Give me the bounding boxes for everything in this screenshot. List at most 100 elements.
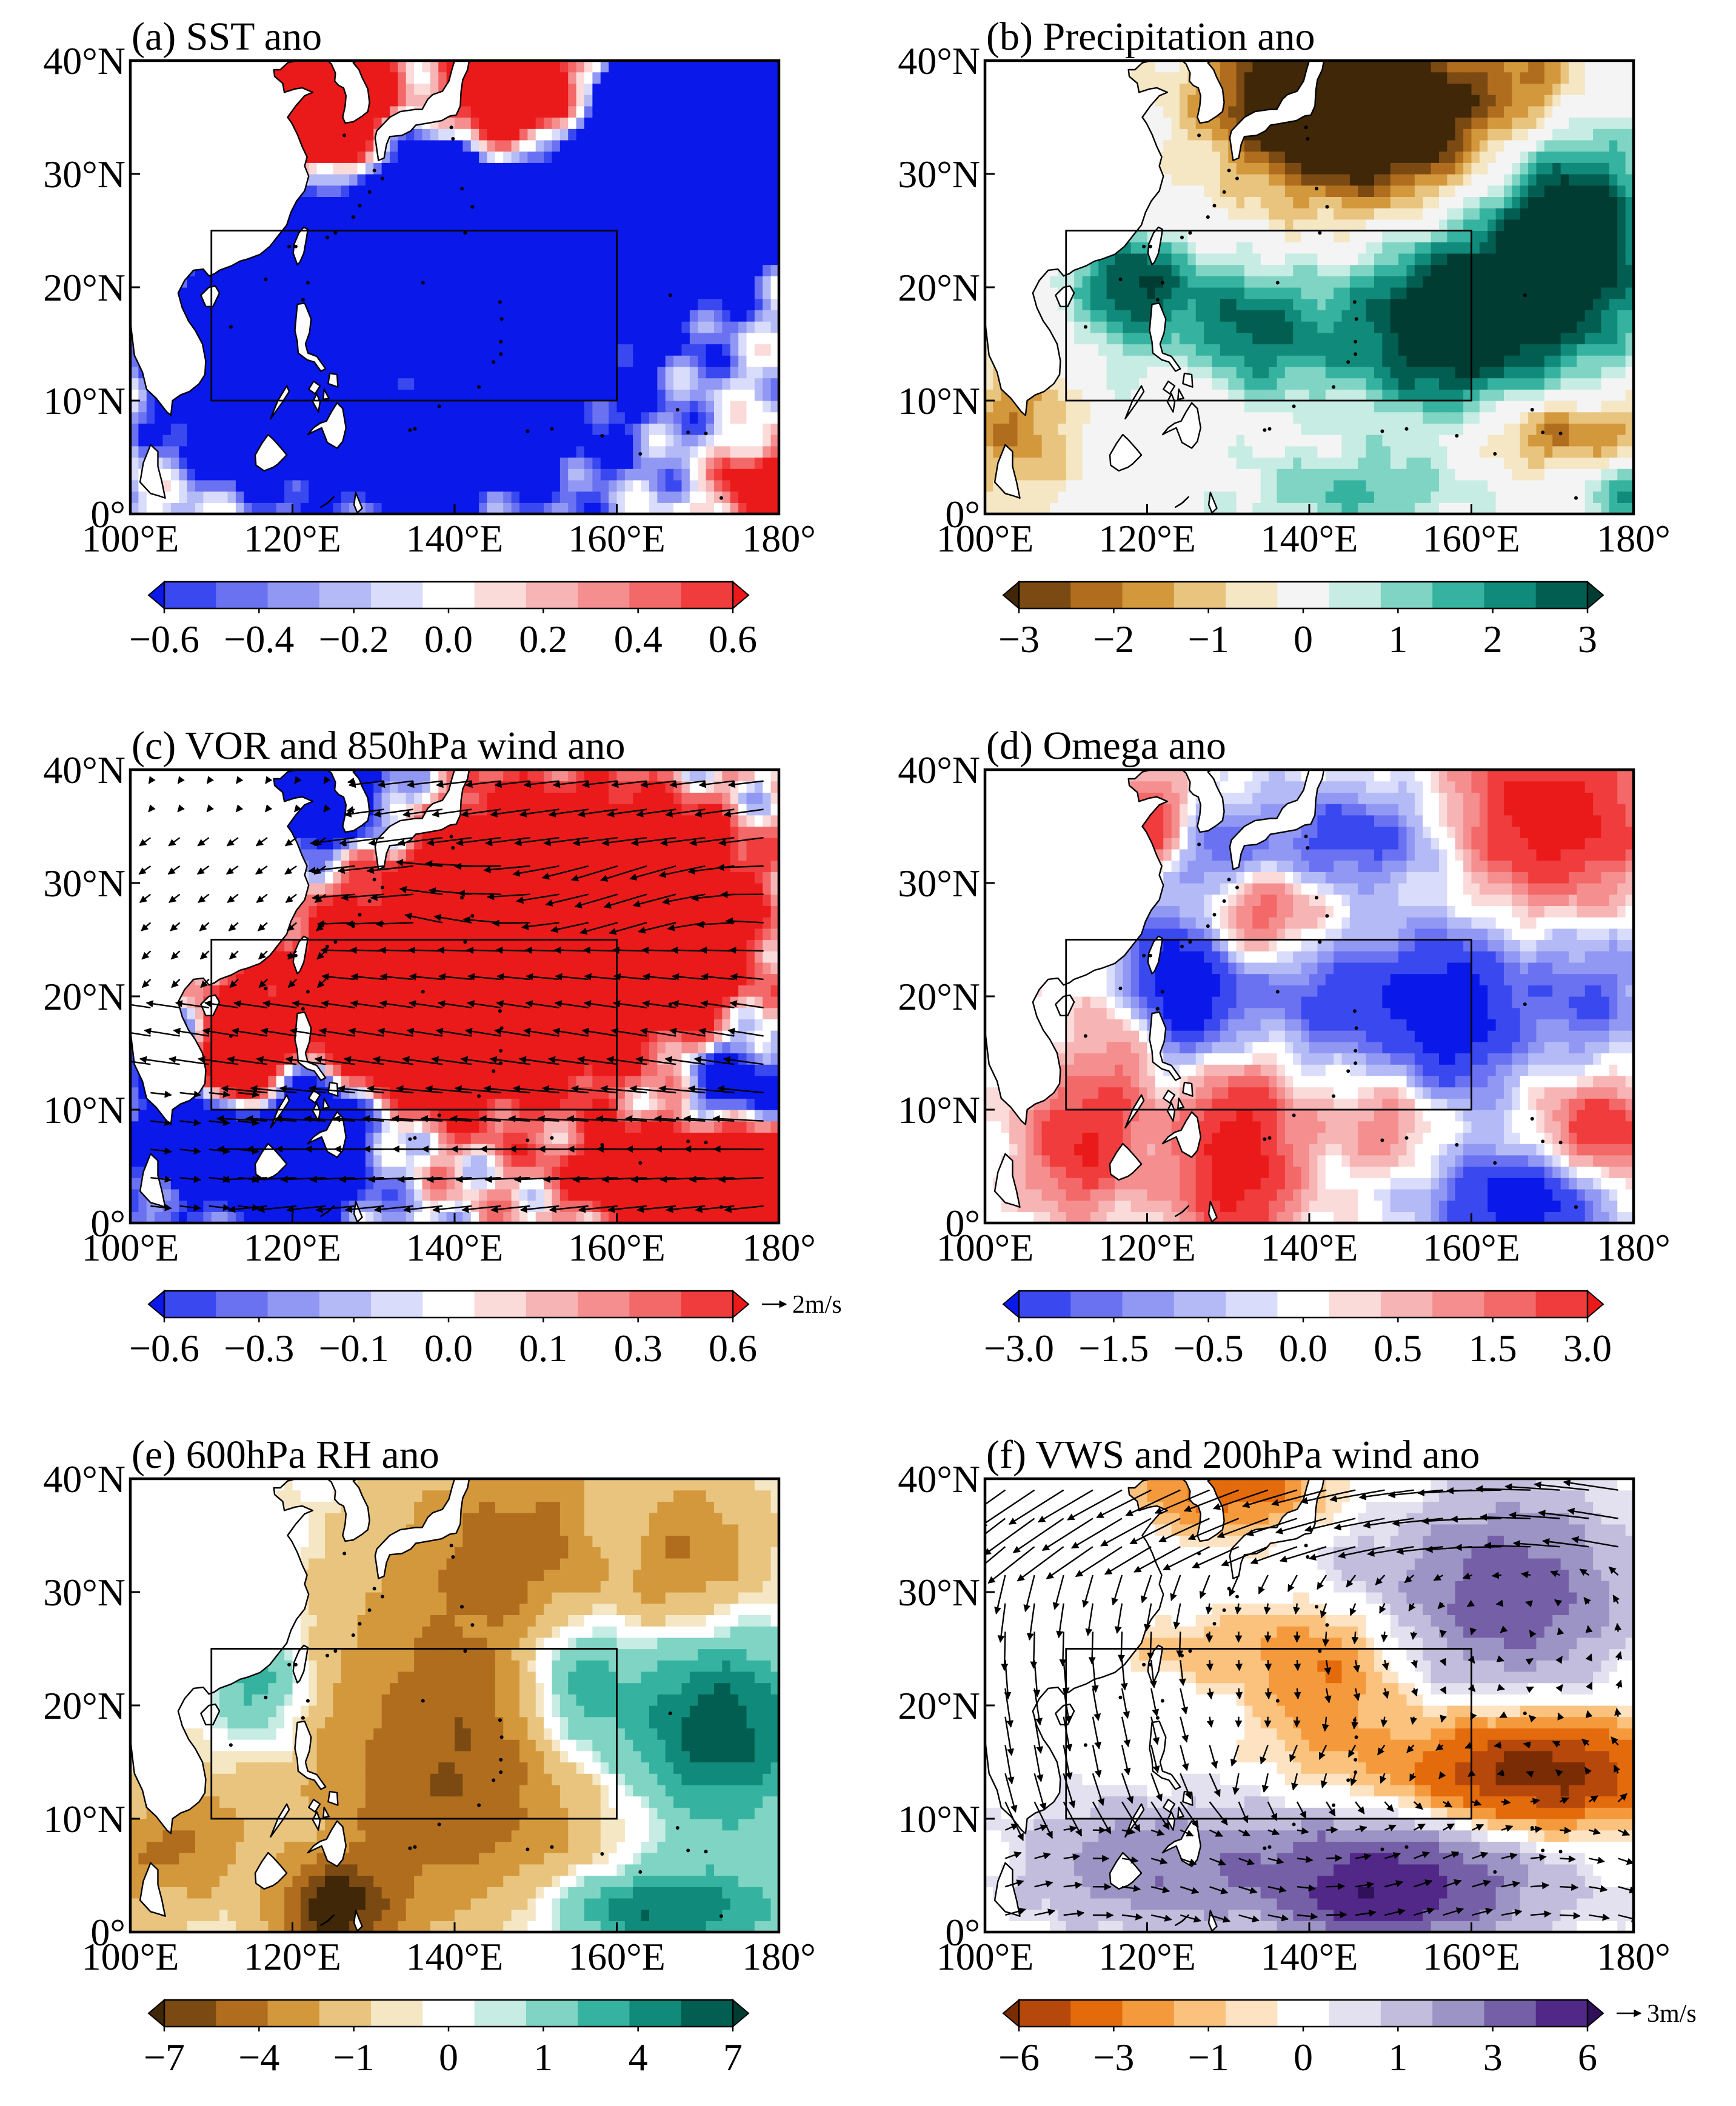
contour-cell bbox=[1123, 310, 1132, 322]
contour-cell bbox=[641, 61, 650, 73]
contour-cell bbox=[398, 344, 407, 356]
contour-cell bbox=[470, 287, 479, 299]
colorbar-tick-label: 0.4 bbox=[614, 618, 663, 661]
contour-cell bbox=[446, 378, 455, 390]
contour-cell bbox=[349, 196, 358, 208]
contour-cell bbox=[1277, 491, 1286, 503]
contour-cell bbox=[519, 332, 528, 345]
contour-cell bbox=[316, 139, 326, 152]
contour-cell bbox=[1284, 332, 1294, 345]
contour-cell bbox=[657, 412, 666, 424]
contour-cell bbox=[1147, 491, 1156, 503]
contour-cell bbox=[1195, 151, 1204, 163]
contour-cell bbox=[559, 366, 569, 379]
contour-cell bbox=[422, 139, 431, 152]
contour-cell bbox=[568, 230, 577, 242]
contour-cell bbox=[1106, 287, 1115, 299]
contour-cell bbox=[495, 491, 504, 503]
contour-cell bbox=[1252, 479, 1261, 492]
contour-cell bbox=[673, 401, 683, 413]
contour-cell bbox=[130, 479, 139, 492]
contour-cell bbox=[552, 162, 561, 175]
contour-cell bbox=[616, 139, 626, 152]
contour-cell bbox=[746, 479, 755, 492]
contour-cell bbox=[333, 151, 342, 163]
contour-cell bbox=[649, 378, 658, 390]
contour-cell bbox=[681, 72, 690, 84]
contour-cell bbox=[633, 332, 642, 345]
contour-cell bbox=[624, 287, 633, 299]
contour-cell bbox=[495, 423, 504, 435]
contour-cell bbox=[1082, 491, 1091, 503]
contour-cell bbox=[1260, 253, 1269, 265]
contour-cell bbox=[649, 219, 658, 232]
contour-cell bbox=[503, 61, 512, 73]
contour-cell bbox=[754, 95, 763, 107]
contour-cell bbox=[170, 502, 179, 514]
contour-cell bbox=[527, 287, 536, 299]
contour-cell bbox=[235, 378, 244, 390]
contour-cell bbox=[1130, 378, 1140, 390]
contour-cell bbox=[1293, 332, 1302, 345]
contour-cell bbox=[535, 230, 544, 242]
contour-cell bbox=[503, 389, 512, 401]
contour-cell bbox=[1236, 185, 1245, 197]
contour-cell bbox=[519, 412, 528, 424]
contour-cell bbox=[993, 389, 1002, 401]
contour-cell bbox=[316, 479, 326, 492]
islet-dot bbox=[460, 187, 464, 191]
contour-cell bbox=[446, 423, 455, 435]
contour-cell bbox=[1033, 445, 1043, 458]
contour-cell bbox=[527, 253, 536, 265]
contour-cell bbox=[1163, 242, 1172, 254]
contour-cell bbox=[527, 389, 536, 401]
contour-cell bbox=[754, 321, 763, 333]
contour-cell bbox=[633, 174, 642, 186]
contour-cell bbox=[373, 117, 382, 129]
contour-cell bbox=[609, 95, 618, 107]
contour-cell bbox=[309, 502, 318, 514]
contour-cell bbox=[511, 298, 520, 310]
contour-cell bbox=[681, 332, 690, 345]
contour-cell bbox=[576, 445, 585, 458]
contour-cell bbox=[714, 139, 723, 152]
contour-cell bbox=[1220, 332, 1229, 345]
contour-cell bbox=[1115, 310, 1123, 322]
contour-cell bbox=[1220, 321, 1229, 333]
contour-cell bbox=[365, 230, 374, 242]
contour-cell bbox=[649, 445, 658, 458]
contour-cell bbox=[1252, 445, 1261, 458]
contour-cell bbox=[1074, 332, 1083, 345]
contour-cell bbox=[1284, 412, 1294, 424]
contour-cell bbox=[649, 457, 658, 469]
contour-cell bbox=[730, 491, 739, 503]
contour-cell bbox=[487, 310, 496, 322]
contour-cell bbox=[260, 355, 269, 367]
contour-cell bbox=[1269, 445, 1278, 458]
contour-cell bbox=[722, 83, 731, 95]
contour-cell bbox=[203, 423, 212, 435]
contour-cell bbox=[470, 83, 479, 95]
contour-cell bbox=[503, 366, 512, 379]
contour-cell bbox=[1180, 276, 1188, 288]
contour-cell bbox=[1050, 457, 1058, 469]
contour-cell bbox=[1050, 445, 1058, 458]
contour-cell bbox=[487, 491, 496, 503]
contour-cell bbox=[1187, 310, 1197, 322]
contour-cell bbox=[365, 242, 374, 254]
contour-cell bbox=[1244, 139, 1253, 152]
contour-cell bbox=[1017, 468, 1026, 481]
contour-cell bbox=[730, 310, 739, 322]
contour-cell bbox=[292, 401, 301, 413]
contour-cell bbox=[665, 83, 674, 95]
contour-cell bbox=[1171, 219, 1180, 232]
contour-cell bbox=[1130, 366, 1140, 379]
contour-cell bbox=[600, 219, 609, 232]
contour-cell bbox=[1301, 253, 1310, 265]
contour-cell bbox=[325, 139, 333, 152]
contour-cell bbox=[1098, 378, 1107, 390]
contour-cell bbox=[1252, 139, 1261, 152]
contour-cell bbox=[179, 457, 188, 469]
contour-cell bbox=[325, 310, 333, 322]
contour-cell bbox=[641, 105, 650, 118]
